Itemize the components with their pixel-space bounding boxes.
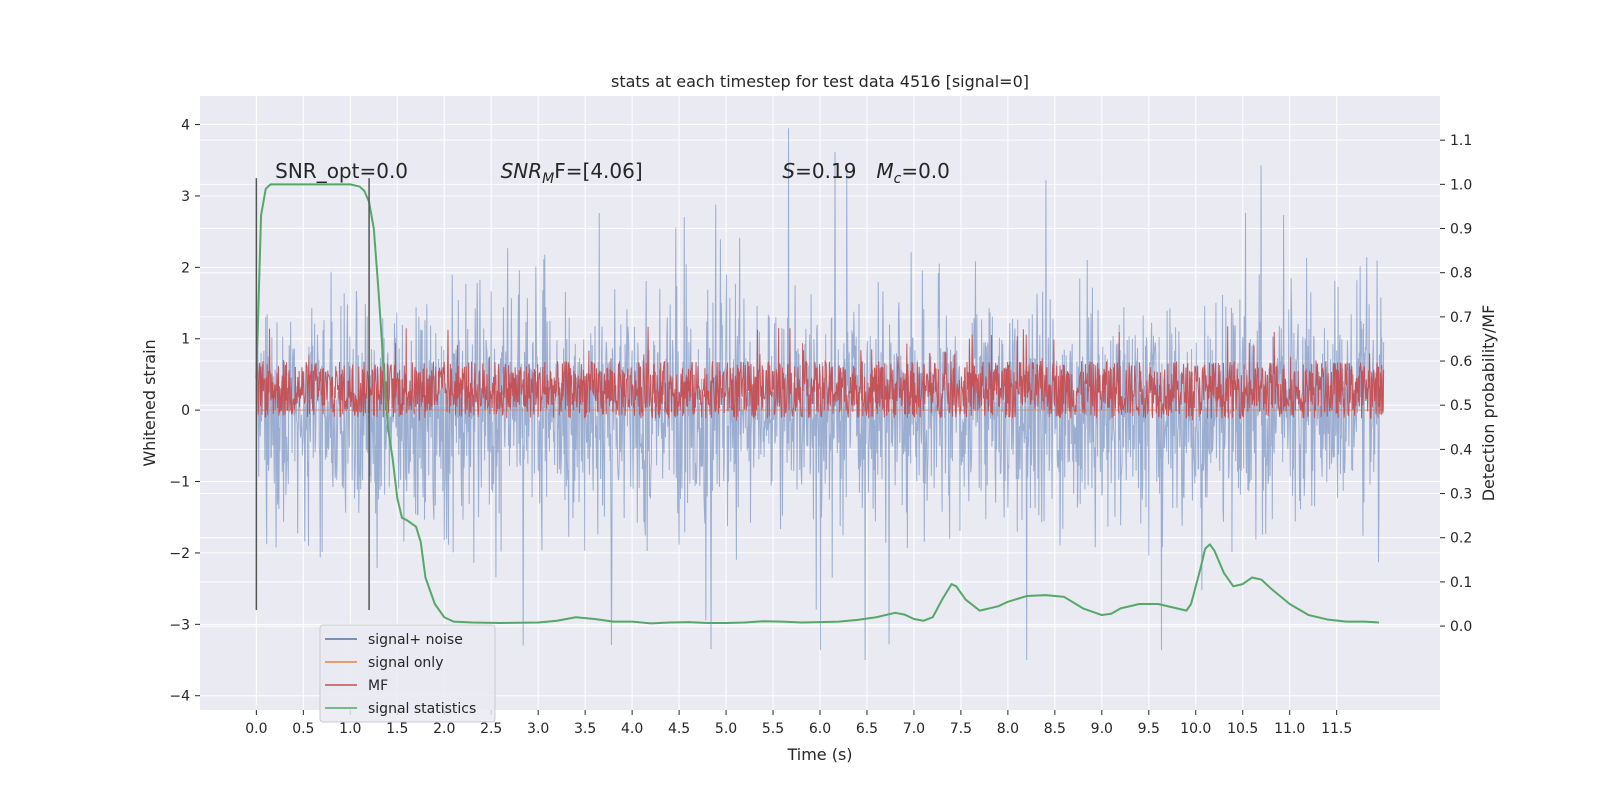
y-tick-label: 2 [181,260,190,276]
x-tick-label: 9.0 [1091,721,1113,737]
x-tick-label: 11.5 [1321,721,1352,737]
y-tick-label: −3 [169,617,190,633]
annotation-snr-opt: SNR_opt=0.0 [275,159,408,183]
x-tick-label: 3.5 [574,721,596,737]
x-tick-label: 10.5 [1227,721,1258,737]
legend: signal+ noise signal only MF signal stat… [319,624,496,723]
y2-tick-label: 0.7 [1450,310,1472,326]
annotations: SNR_opt=0.0 SNRMF=[4.06] S=0.19 Mc=0.0 [275,159,950,187]
y2-axis-title: Detection probability/MF [1479,305,1498,502]
x-tick-label: 0.5 [292,721,314,737]
chart-title: stats at each timestep for test data 451… [611,72,1029,91]
series-mf-line [255,326,1385,421]
legend-entry-signal-only: signal only [325,655,443,671]
y-tick-label: −2 [169,546,190,562]
x-tick-label: 7.5 [950,721,972,737]
x-tick-label: 0.0 [245,721,267,737]
legend-box [319,624,496,723]
annotation-snr-mf: SNRMF=[4.06] [501,159,643,187]
legend-entry-mf: MF [325,678,388,694]
legend-label-signal-noise: signal+ noise [368,632,463,648]
legend-entry-signal-noise: signal+ noise [325,632,463,648]
x-tick-label: 2.0 [433,721,455,737]
y2-tick-label: 0.3 [1450,487,1472,503]
y2-tick-label: 0.4 [1450,442,1472,458]
y-tick-label: −1 [169,475,190,491]
y2-tick-label: 0.8 [1450,266,1472,282]
legend-label-signal-only: signal only [368,655,443,671]
x-tick-label: 2.5 [480,721,502,737]
series-layer [255,128,1385,661]
y2-tick-label: 1.1 [1450,133,1472,149]
axes: 0.0 0.5 1.0 1.5 2.0 2.5 3.0 3.5 4.0 4.5 5.0 5.5 6.0 6… [169,118,1472,737]
x-tick-label: 4.5 [668,721,690,737]
y-tick-label: 4 [181,118,190,134]
x-tick-label: 5.5 [762,721,784,737]
x-tick-label: 6.0 [809,721,831,737]
y-axis-title: Whitened strain [140,339,159,466]
y2-tick-label: 1.0 [1450,177,1472,193]
legend-label-mf: MF [368,678,388,694]
y2-tick-label: 0.0 [1450,619,1472,635]
x-tick-label: 8.0 [997,721,1019,737]
x-tick-label: 3.0 [527,721,549,737]
y2-tick-label: 0.1 [1450,575,1472,591]
y-tick-label: 1 [181,332,190,348]
y2-tick-label: 0.5 [1450,398,1472,414]
legend-label-signal-statistics: signal statistics [368,701,476,717]
y-tick-label: 3 [181,189,190,205]
y2-tick-label: 0.6 [1450,354,1472,370]
x-axis-title: Time (s) [786,745,852,764]
vertical-markers [255,178,370,611]
x-tick-label: 4.0 [621,721,643,737]
annotation-mc-val: Mc=0.0 [876,159,950,187]
x-tick-label: 10.0 [1180,721,1211,737]
x-tick-label: 6.5 [856,721,878,737]
y2-tick-label: 0.2 [1450,531,1472,547]
x-tick-label: 11.0 [1274,721,1305,737]
x-tick-label: 7.0 [903,721,925,737]
y-tick-label: −4 [169,689,190,705]
x-tick-label: 1.0 [339,721,361,737]
x-tick-label: 8.5 [1044,721,1066,737]
y2-tick-label: 0.9 [1450,222,1472,238]
x-tick-label: 1.5 [386,721,408,737]
annotation-s-val: S=0.19 [782,159,856,183]
y-tick-label: 0 [181,403,190,419]
legend-entry-signal-statistics: signal statistics [325,701,476,717]
x-tick-label: 5.0 [715,721,737,737]
series-signal-statistics-line [255,183,1380,625]
x-tick-label: 9.5 [1138,721,1160,737]
